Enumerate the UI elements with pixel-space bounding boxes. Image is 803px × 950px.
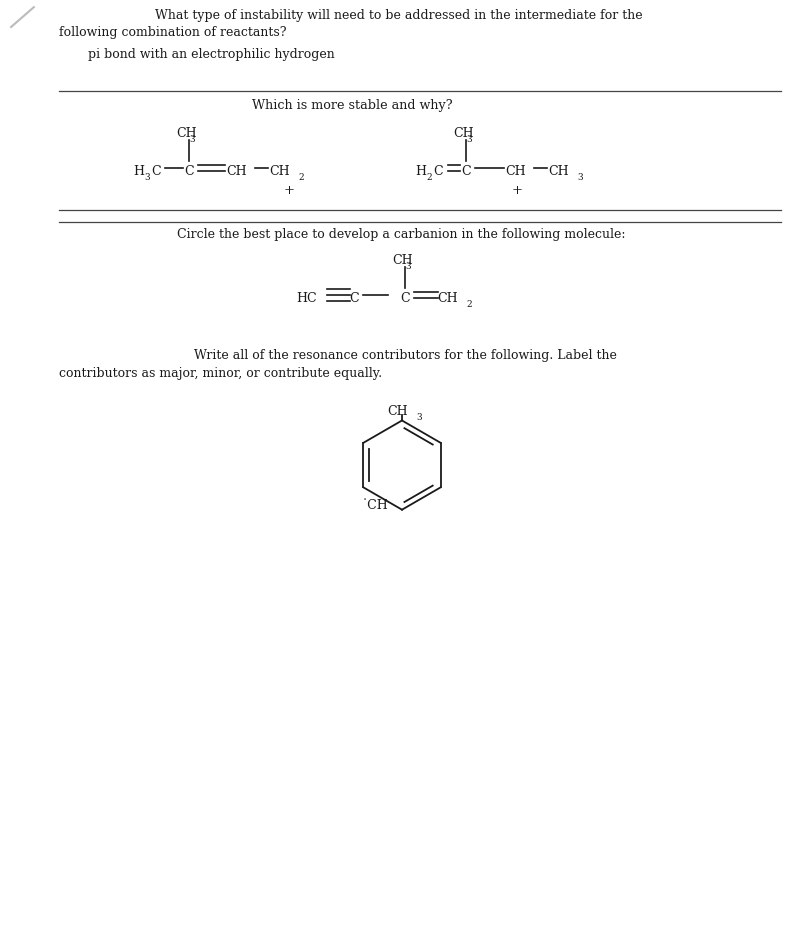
Text: CH: CH bbox=[392, 254, 412, 267]
Text: CH: CH bbox=[269, 164, 290, 178]
Text: CH: CH bbox=[387, 405, 408, 418]
Text: C: C bbox=[433, 164, 442, 178]
Text: CH: CH bbox=[453, 127, 474, 140]
Text: Write all of the resonance contributors for the following. Label the: Write all of the resonance contributors … bbox=[194, 349, 616, 362]
Text: 3: 3 bbox=[416, 413, 422, 422]
Text: CH: CH bbox=[437, 292, 458, 305]
Text: Circle the best place to develop a carbanion in the following molecule:: Circle the best place to develop a carba… bbox=[177, 228, 625, 241]
Text: H: H bbox=[132, 164, 144, 178]
Text: C: C bbox=[349, 292, 359, 305]
Text: ˙CH: ˙CH bbox=[361, 499, 388, 512]
Text: 2: 2 bbox=[426, 173, 431, 182]
Text: 3: 3 bbox=[144, 173, 149, 182]
Text: H: H bbox=[414, 164, 426, 178]
Text: 2: 2 bbox=[298, 173, 304, 182]
Text: CH: CH bbox=[504, 164, 525, 178]
Text: C: C bbox=[152, 164, 161, 178]
Text: CH: CH bbox=[176, 127, 197, 140]
Text: What type of instability will need to be addressed in the intermediate for the: What type of instability will need to be… bbox=[154, 10, 642, 22]
Text: 2: 2 bbox=[466, 300, 471, 309]
Text: CH: CH bbox=[548, 164, 569, 178]
Text: C: C bbox=[184, 164, 194, 178]
Text: CH: CH bbox=[226, 164, 247, 178]
Text: following combination of reactants?: following combination of reactants? bbox=[59, 26, 286, 39]
Text: pi bond with an electrophilic hydrogen: pi bond with an electrophilic hydrogen bbox=[88, 48, 335, 61]
Text: C: C bbox=[461, 164, 471, 178]
Text: contributors as major, minor, or contribute equally.: contributors as major, minor, or contrib… bbox=[59, 367, 381, 380]
Text: +: + bbox=[283, 184, 294, 198]
Text: 3: 3 bbox=[190, 135, 195, 144]
Text: HC: HC bbox=[296, 292, 316, 305]
Text: C: C bbox=[400, 292, 410, 305]
Text: Which is more stable and why?: Which is more stable and why? bbox=[251, 99, 451, 112]
Text: +: + bbox=[512, 184, 522, 198]
Text: 3: 3 bbox=[405, 262, 410, 271]
Text: 3: 3 bbox=[467, 135, 472, 144]
Text: 3: 3 bbox=[577, 173, 582, 182]
